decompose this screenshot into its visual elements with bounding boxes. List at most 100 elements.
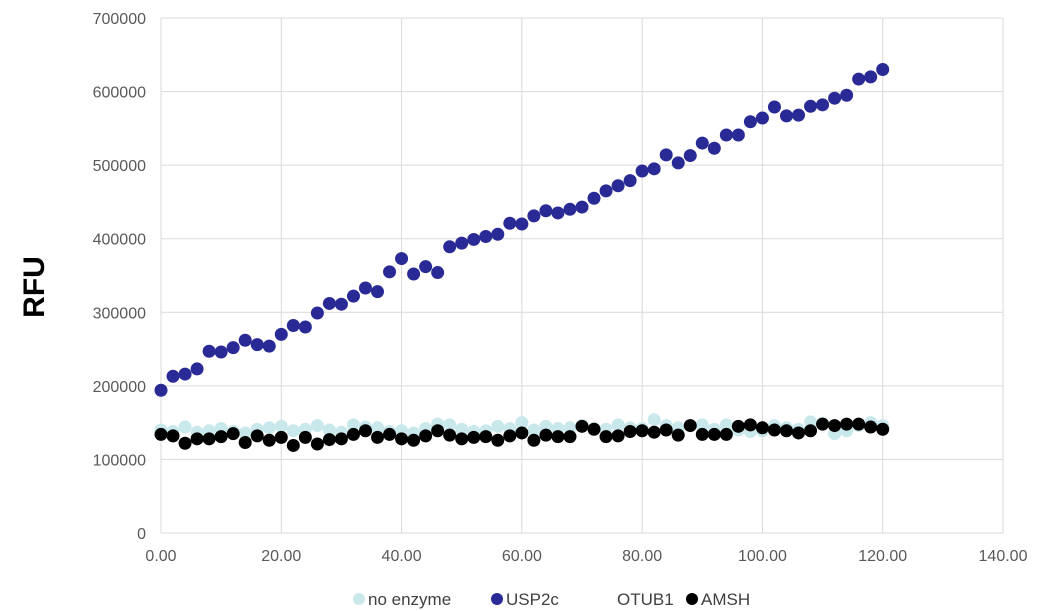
data-point <box>503 429 517 443</box>
data-point <box>515 217 529 231</box>
data-point <box>322 433 336 447</box>
data-point <box>238 333 252 347</box>
data-point <box>322 423 336 437</box>
legend-marker <box>686 593 698 605</box>
data-point <box>491 419 505 433</box>
data-point <box>804 424 818 438</box>
data-point <box>407 433 421 447</box>
data-point <box>563 430 577 444</box>
data-point <box>190 432 204 446</box>
data-point <box>611 179 625 193</box>
legend-label: AMSH <box>701 590 750 609</box>
data-point <box>298 430 312 444</box>
data-point <box>395 432 409 446</box>
x-tick-label: 0.00 <box>145 548 176 565</box>
data-point <box>154 383 168 397</box>
data-point <box>743 115 757 129</box>
data-point <box>298 320 312 334</box>
data-point <box>226 427 240 441</box>
legend-label: no enzyme <box>368 590 451 609</box>
data-point <box>467 430 481 444</box>
x-tick-label: 20.00 <box>261 548 301 565</box>
data-point <box>792 108 806 122</box>
data-point <box>455 432 469 446</box>
data-point <box>755 421 769 435</box>
legend-label: USP2c <box>506 590 559 609</box>
data-point <box>274 327 288 341</box>
data-point <box>647 413 661 427</box>
data-point <box>683 419 697 433</box>
data-point <box>226 341 240 355</box>
y-tick-label: 500000 <box>93 158 146 175</box>
legend-item: no enzyme <box>353 590 451 609</box>
data-point <box>371 430 385 444</box>
legend: no enzyme USP2c OTUB1 AMSH <box>353 590 750 609</box>
data-point <box>346 418 360 432</box>
data-point <box>479 430 493 444</box>
data-point <box>262 339 276 353</box>
data-point <box>816 417 830 431</box>
data-point <box>358 281 372 295</box>
data-point <box>587 422 601 436</box>
data-point <box>707 427 721 441</box>
data-point <box>695 418 709 432</box>
data-point <box>310 437 324 451</box>
data-point <box>334 297 348 311</box>
data-point <box>828 91 842 105</box>
data-point <box>551 206 565 220</box>
data-point <box>852 72 866 86</box>
x-axis-ticks: 0.00 20.00 40.00 60.00 80.00 100.00 120.00 140.… <box>145 548 1027 565</box>
data-point <box>274 430 288 444</box>
data-point <box>719 427 733 441</box>
legend-item: AMSH <box>686 590 750 609</box>
data-point <box>346 289 360 303</box>
y-tick-label: 100000 <box>93 452 146 469</box>
data-point <box>563 202 577 216</box>
data-point <box>755 111 769 125</box>
data-point <box>623 424 637 438</box>
data-point <box>659 423 673 437</box>
data-point <box>214 430 228 444</box>
data-point <box>767 423 781 437</box>
data-point <box>383 427 397 441</box>
data-point <box>310 419 324 433</box>
legend-item: USP2c <box>491 590 559 609</box>
y-axis-title: RFU <box>18 256 51 318</box>
data-point <box>635 424 649 438</box>
data-point <box>431 266 445 280</box>
data-point <box>250 429 264 443</box>
data-point <box>575 419 589 433</box>
data-point <box>238 426 252 440</box>
y-tick-label: 200000 <box>93 379 146 396</box>
data-point <box>154 427 168 441</box>
x-tick-label: 100.00 <box>738 548 787 565</box>
y-tick-label: 600000 <box>93 85 146 102</box>
legend-marker <box>491 593 503 605</box>
data-point <box>515 426 529 440</box>
data-point <box>731 128 745 142</box>
data-point <box>214 345 228 359</box>
data-point <box>816 98 830 112</box>
data-point <box>876 422 890 436</box>
data-point <box>779 109 793 123</box>
data-point <box>346 427 360 441</box>
data-point <box>767 100 781 114</box>
data-point <box>719 418 733 432</box>
data-point <box>202 432 216 446</box>
y-tick-label: 300000 <box>93 305 146 322</box>
data-point <box>286 319 300 333</box>
x-tick-label: 140.00 <box>979 548 1028 565</box>
data-point <box>419 429 433 443</box>
data-point <box>828 419 842 433</box>
x-tick-label: 80.00 <box>622 548 662 565</box>
data-point <box>707 141 721 155</box>
legend-item: OTUB1 <box>602 590 674 609</box>
data-point <box>527 423 541 437</box>
data-point <box>575 200 589 214</box>
gridlines <box>160 17 1004 534</box>
data-point <box>455 422 469 436</box>
x-tick-label: 120.00 <box>858 548 907 565</box>
data-point <box>779 424 793 438</box>
data-point <box>178 436 192 450</box>
